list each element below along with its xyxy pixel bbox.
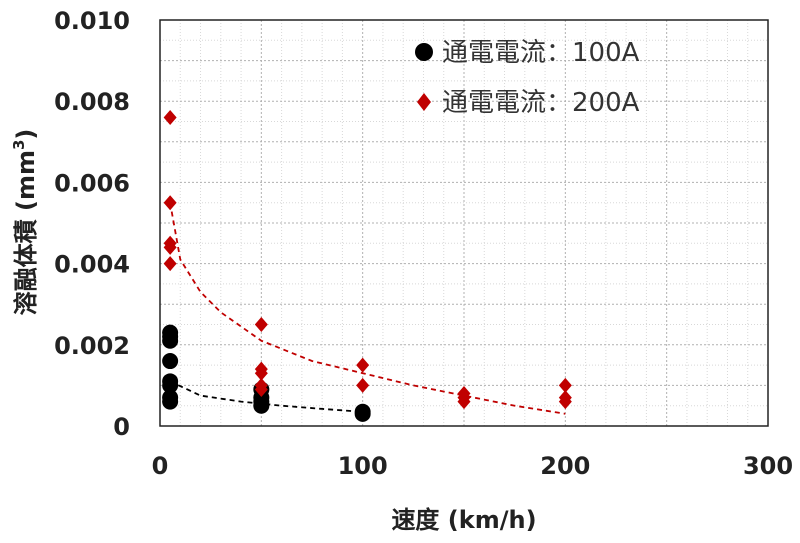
plot-area-border [159, 19, 769, 427]
y-axis-title-main: 溶融体積 (mm [12, 150, 40, 315]
gridlines [160, 20, 768, 426]
legend-marker-100a [415, 43, 433, 61]
data-point-circle [162, 332, 179, 349]
y-tick-labels: 0 0.002 0.004 0.006 0.008 0.010 [54, 7, 130, 441]
data-point-circle [162, 393, 179, 410]
legend: 通電電流：100A 通電電流：200A [415, 38, 640, 118]
data-point-diamond [254, 317, 268, 332]
y-axis-title-sup: 3 [10, 140, 28, 150]
legend-label-200a: 通電電流：200A [442, 88, 640, 118]
y-tick-label: 0.008 [54, 88, 130, 116]
data-point-diamond [163, 109, 177, 125]
data-point-circle [162, 353, 179, 370]
legend-marker-200a [417, 93, 431, 111]
data-point-diamond [163, 195, 177, 211]
data-points [162, 109, 572, 422]
y-axis-title: 溶融体積 (mm3) [10, 129, 40, 316]
y-tick-label: 0.004 [54, 251, 130, 279]
y-axis-title-group: 溶融体積 (mm3) [10, 129, 40, 316]
trend-lines [169, 202, 566, 415]
data-point-diamond [356, 357, 370, 373]
data-point-diamond [356, 377, 370, 393]
y-tick-label: 0.006 [54, 169, 130, 197]
data-point-circle [253, 397, 270, 414]
y-tick-label: 0 [113, 413, 130, 441]
x-tick-label: 0 [152, 452, 169, 480]
data-point-diamond [457, 394, 471, 410]
trend-line-series-1 [169, 202, 566, 415]
x-axis-title: 速度 (km/h) [391, 506, 536, 534]
data-point-circle [162, 377, 179, 394]
data-point-diamond [254, 365, 268, 381]
data-point-diamond [558, 394, 572, 410]
data-point-diamond [558, 377, 572, 393]
x-tick-labels: 0 100 200 300 [152, 452, 793, 480]
data-point-diamond [254, 381, 268, 397]
x-tick-label: 100 [338, 452, 388, 480]
data-point-circle [354, 405, 371, 422]
y-tick-label: 0.002 [54, 332, 130, 360]
x-tick-label: 200 [540, 452, 590, 480]
data-point-diamond [163, 239, 177, 255]
legend-label-100a: 通電電流：100A [442, 38, 640, 68]
y-tick-label: 0.010 [54, 7, 130, 35]
y-axis-title-close: ) [12, 129, 40, 140]
data-point-diamond [163, 256, 177, 272]
x-tick-label: 300 [743, 452, 793, 480]
